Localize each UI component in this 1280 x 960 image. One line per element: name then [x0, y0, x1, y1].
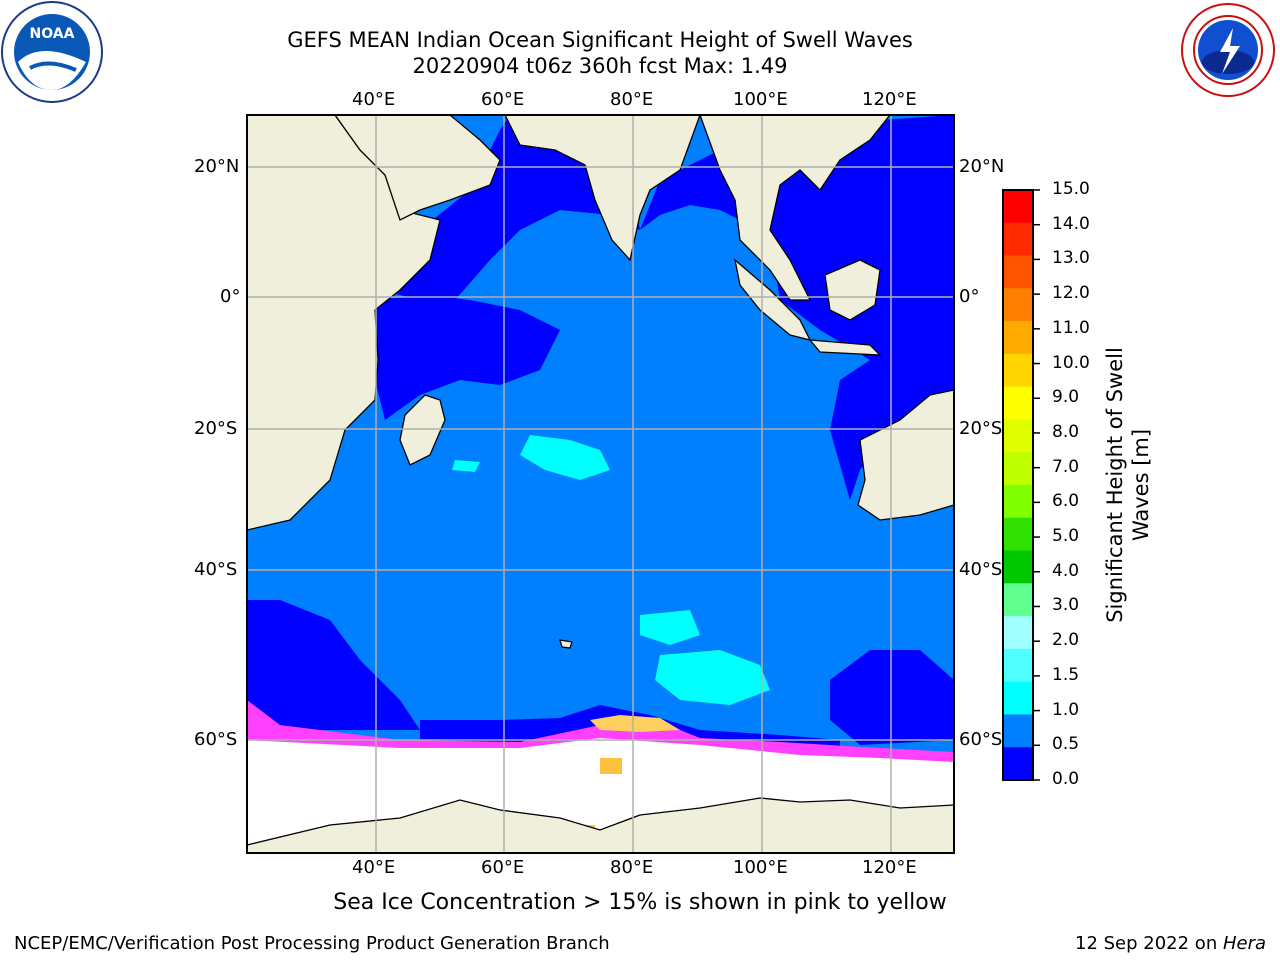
colorbar-segment: [1003, 616, 1033, 650]
colorbar-tick-label: 8.0: [1052, 421, 1080, 442]
colorbar-tick-label: 6.0: [1052, 491, 1080, 512]
nws-logo: [1181, 3, 1275, 97]
colorbar-tick-label: 10.0: [1052, 352, 1090, 373]
noaa-logo: NOAA: [1, 1, 103, 103]
lat-label-left-0: 0°: [220, 286, 241, 307]
footer-branch: NCEP/EMC/Verification Post Processing Pr…: [14, 933, 610, 954]
lon-label-bottom-60e: 60°E: [481, 857, 525, 878]
colorbar: [1002, 189, 1040, 781]
lon-label-bottom-100e: 100°E: [733, 857, 788, 878]
colorbar-segment: [1003, 681, 1033, 715]
colorbar-tick-label: 3.0: [1052, 595, 1080, 616]
colorbar-segment: [1003, 517, 1033, 552]
southeast-asia-land: [699, 115, 891, 301]
graticule: [247, 115, 954, 853]
noaa-logo-text: NOAA: [30, 26, 75, 42]
madagascar-land: [399, 394, 446, 466]
map-subtitle: 20220904 t06z 360h fcst Max: 1.49: [412, 54, 788, 78]
somali-basin-low-swell: [370, 295, 560, 420]
colorbar-segment: [1003, 485, 1033, 519]
colorbar-tick-label: 0.5: [1052, 734, 1080, 755]
colorbar-segment: [1003, 288, 1033, 322]
colorbar-segment: [1003, 190, 1033, 224]
swell-patch-2: [640, 610, 700, 645]
colorbar-tick-label: 14.0: [1052, 213, 1090, 234]
colorbar-tick-label: 1.0: [1052, 699, 1080, 720]
land: [247, 115, 954, 853]
colorbar-segment: [1003, 419, 1033, 453]
swell-patch-1: [520, 435, 610, 480]
colorbar-tick-label: 1.5: [1052, 664, 1080, 685]
footer-date: 12 Sep 2022 on Hera: [1075, 933, 1266, 954]
lat-label-left-40s: 40°S: [194, 559, 238, 580]
colorbar-tick-label: 13.0: [1052, 248, 1090, 269]
colorbar-segment: [1003, 321, 1033, 355]
lat-label-right-40s: 40°S: [959, 559, 1003, 580]
colorbar-tick-label: 5.0: [1052, 526, 1080, 547]
swell-patch-3: [655, 650, 770, 705]
lat-label-right-20s: 20°S: [959, 418, 1003, 439]
colorbar-segment: [1003, 452, 1033, 486]
colorbar-frame: [1002, 189, 1034, 781]
colorbar-tick-label: 7.0: [1052, 456, 1080, 477]
colorbar-tick-label: 0.0: [1052, 769, 1080, 789]
colorbar-segment: [1003, 255, 1033, 289]
lat-label-right-60s: 60°S: [959, 729, 1003, 750]
lon-label-bottom-80e: 80°E: [610, 857, 654, 878]
lon-label-bottom-40e: 40°E: [352, 857, 396, 878]
footer-host: Hera: [1222, 933, 1266, 954]
lat-label-left-20n: 20°N: [194, 156, 240, 177]
java-land: [808, 339, 882, 356]
lat-label-right-20n: 20°N: [959, 156, 1005, 177]
australia-land: [857, 389, 954, 521]
map-frame: [246, 114, 955, 854]
lon-label-top-80e: 80°E: [610, 89, 654, 110]
map-title: GEFS MEAN Indian Ocean Significant Heigh…: [287, 28, 913, 52]
colorbar-tick-label: 2.0: [1052, 630, 1080, 651]
lat-label-left-60s: 60°S: [194, 729, 238, 750]
lat-label-right-0: 0°: [959, 286, 980, 307]
kerguelen-island: [559, 639, 573, 649]
southeast-low-swell: [830, 650, 954, 745]
colorbar-tick-label: 15.0: [1052, 179, 1090, 199]
lat-label-left-20s: 20°S: [194, 418, 238, 439]
colorbar-title: Significant Height of Swell Waves [m]: [1102, 347, 1154, 623]
colorbar-title-line1: Significant Height of Swell: [1103, 347, 1127, 623]
colorbar-segment: [1003, 550, 1033, 584]
swell-patch-4: [452, 460, 480, 472]
footer-date-text: 12 Sep 2022 on: [1075, 933, 1223, 954]
ice-patch-1: [600, 758, 622, 774]
colorbar-tick-label: 12.0: [1052, 283, 1090, 304]
colorbar-segment: [1003, 583, 1033, 617]
india-land: [504, 115, 701, 262]
sea-ice-note: Sea Ice Concentration > 15% is shown in …: [333, 890, 947, 915]
colorbar-title-line2: Waves [m]: [1129, 428, 1153, 542]
colorbar-tick-label: 11.0: [1052, 317, 1090, 338]
antarctica-land: [247, 797, 954, 853]
colorbar-segment: [1003, 353, 1033, 388]
colorbar-segment: [1003, 222, 1033, 257]
lon-label-bottom-120e: 120°E: [862, 857, 917, 878]
lon-label-top-60e: 60°E: [481, 89, 525, 110]
sumatra-land: [733, 258, 812, 341]
colorbar-segment: [1003, 648, 1033, 683]
colorbar-tick-label: 9.0: [1052, 387, 1080, 408]
lon-label-top-40e: 40°E: [352, 89, 396, 110]
arabian-sea-low-swell: [380, 115, 640, 300]
colorbar-segment: [1003, 747, 1033, 781]
borneo-land: [824, 259, 881, 321]
colorbar-segment: [1003, 714, 1033, 748]
colorbar-tick-label: 4.0: [1052, 560, 1080, 581]
lon-label-top-120e: 120°E: [862, 89, 917, 110]
sea-ice-edge-yellow: [590, 715, 680, 732]
lon-label-top-100e: 100°E: [733, 89, 788, 110]
colorbar-segment: [1003, 386, 1033, 420]
